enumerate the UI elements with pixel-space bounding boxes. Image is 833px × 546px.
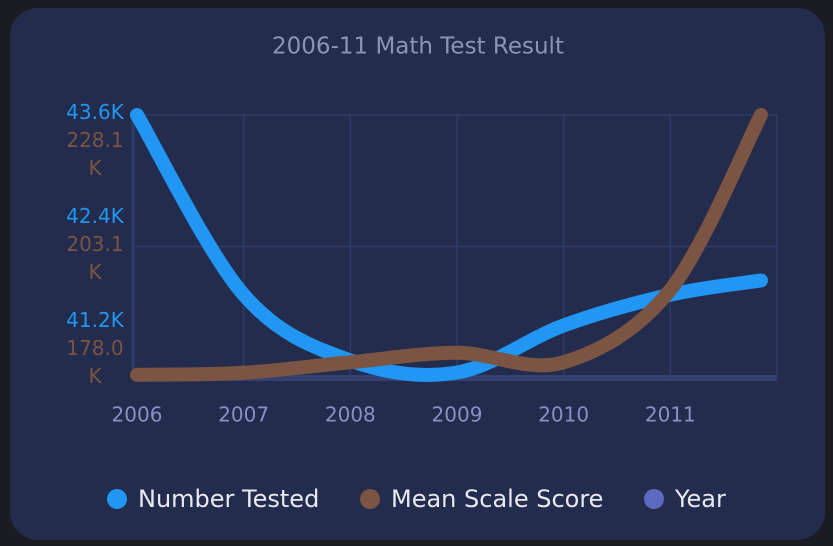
x-tick-label: 2011 (645, 403, 696, 427)
series-line (130, 108, 768, 382)
y2-tick-label: 228.1 K (66, 128, 124, 180)
x-tick-label: 2010 (538, 403, 589, 427)
legend-label: Number Tested (138, 485, 319, 513)
x-tick-label: 2009 (432, 403, 483, 427)
legend-label: Mean Scale Score (391, 485, 603, 513)
y2-tick-label: 178.0 K (66, 336, 124, 388)
legend-label: Year (674, 485, 726, 513)
y-tick-label: 42.4K (66, 204, 124, 228)
x-tick-label: 2007 (218, 403, 269, 427)
y2-tick-label: 203.1 K (66, 232, 124, 284)
series-line (130, 108, 768, 382)
chart-title: 2006-11 Math Test Result (272, 34, 564, 60)
x-tick-label: 2006 (112, 403, 163, 427)
legend-marker (107, 489, 127, 509)
x-tick-label: 2008 (325, 403, 376, 427)
legend-marker (360, 489, 380, 509)
y-tick-label: 41.2K (66, 308, 124, 332)
legend-marker (644, 489, 664, 509)
y-tick-label: 43.6K (66, 100, 124, 124)
